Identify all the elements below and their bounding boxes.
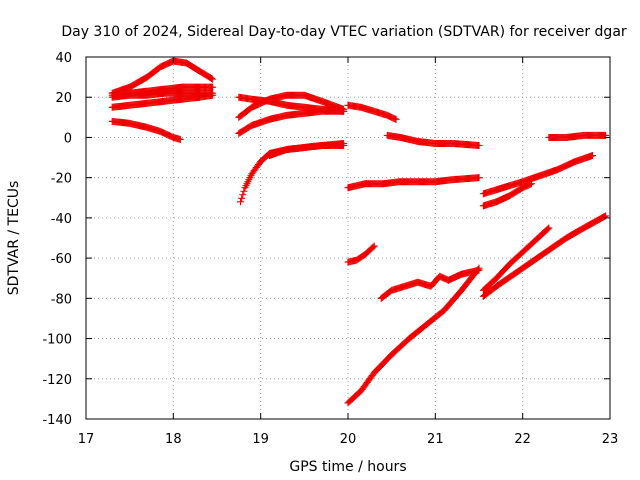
y-tick-label: 40: [55, 51, 72, 66]
series-arc-14: [344, 242, 378, 266]
series-arc-5: [108, 117, 184, 143]
series-arc-18: [479, 180, 535, 210]
data-point: [239, 191, 247, 199]
x-tick-label: 21: [427, 432, 444, 447]
data-point: [474, 265, 482, 273]
data-point: [237, 198, 245, 206]
y-tick-label: -120: [42, 373, 72, 388]
x-tick-label: 19: [252, 432, 269, 447]
data-point: [544, 225, 552, 233]
series-arc-20: [479, 224, 553, 294]
data-point: [392, 115, 400, 123]
x-tick-label: 17: [78, 432, 95, 447]
data-point: [176, 135, 184, 143]
data-point: [545, 224, 553, 232]
data-point: [209, 83, 217, 91]
data-point: [209, 91, 217, 99]
data-point: [369, 243, 377, 251]
data-point: [370, 242, 378, 250]
y-tick-label: -140: [42, 413, 72, 428]
series-arc-19: [545, 131, 610, 141]
y-tick-label: -100: [42, 333, 72, 348]
y-axis-title: SDTVAR / TECUs: [6, 181, 22, 296]
data-point: [208, 74, 216, 82]
axis-ticks: 17 18 19 20 21 22 23 -140 -120 -100 -80 -60 -40 -20 0 2…: [42, 51, 618, 447]
y-tick-label: -80: [51, 292, 72, 307]
data-point: [475, 174, 483, 182]
x-axis-title: GPS time / hours: [289, 459, 406, 475]
x-tick-label: 20: [340, 432, 357, 447]
y-tick-label: 20: [55, 91, 72, 106]
data-point: [589, 152, 597, 160]
x-tick-label: 23: [602, 432, 619, 447]
x-tick-label: 18: [165, 432, 182, 447]
data-point: [527, 180, 535, 188]
data-point: [240, 187, 248, 195]
series-arc-13: [344, 174, 483, 192]
y-tick-label: -60: [51, 252, 72, 267]
series-arc-4: [108, 91, 217, 111]
data-point: [475, 264, 483, 272]
x-tick-label: 22: [514, 432, 531, 447]
data-point: [601, 212, 609, 220]
data-points: [108, 57, 610, 407]
data-point: [475, 141, 483, 149]
data-point: [340, 107, 348, 115]
data-point: [238, 194, 246, 202]
grid-lines: [86, 57, 610, 419]
data-point: [209, 75, 217, 83]
series-arc-17: [479, 152, 597, 198]
data-point: [340, 139, 348, 147]
y-tick-label: -40: [51, 212, 72, 227]
series-arc-16: [344, 264, 483, 407]
series-arc-7: [235, 91, 348, 121]
series-arc-8: [235, 107, 348, 137]
series-arc-12: [383, 131, 483, 149]
series-arc-10: [265, 139, 348, 160]
y-tick-label: -20: [51, 172, 72, 187]
chart-title: Day 310 of 2024, Sidereal Day-to-day VTE…: [61, 24, 627, 40]
series-arc-21: [479, 212, 610, 300]
y-tick-label: 0: [64, 131, 72, 146]
series-arc-11: [344, 101, 400, 123]
